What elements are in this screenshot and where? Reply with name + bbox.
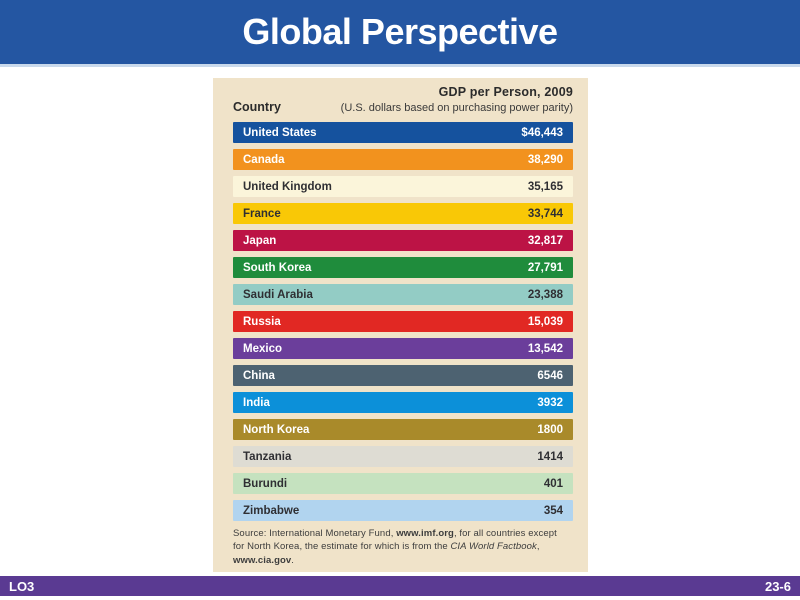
country-name: Mexico	[243, 342, 282, 355]
gdp-value: 1800	[537, 423, 563, 436]
source-note: Source: International Monetary Fund, www…	[233, 527, 569, 567]
country-rows: United States $46,443 Canada 38,290 United K…	[233, 122, 573, 521]
table-row: Canada 38,290	[233, 149, 573, 170]
page-number: 23-6	[764, 578, 791, 594]
country-name: Saudi Arabia	[243, 288, 313, 301]
gdp-value: 38,290	[527, 153, 563, 166]
source-text-segment: CIA World Factbook	[450, 541, 537, 553]
country-name: United Kingdom	[243, 180, 332, 193]
country-name: Tanzania	[243, 450, 292, 463]
source-text-segment: www.imf.org	[396, 528, 454, 539]
gdp-value: 32,817	[527, 234, 563, 247]
country-name: India	[243, 396, 270, 409]
source-text-segment: ,	[536, 541, 540, 553]
table-row: China 6546	[233, 365, 573, 386]
country-name: France	[243, 207, 281, 220]
figure-subheader: Country (U.S. dollars based on purchasin…	[233, 100, 573, 114]
gdp-value: 35,165	[527, 180, 563, 193]
source-text-segment: Source: International Monetary Fund,	[233, 528, 397, 539]
source-text-segment: , for all countries except for North Kor…	[233, 528, 557, 553]
country-name: Canada	[243, 153, 285, 166]
table-row: North Korea 1800	[233, 419, 573, 440]
gdp-value: 23,388	[527, 288, 563, 301]
source-text-segment: www.cia.gov	[233, 554, 292, 566]
slide-header: Global Perspective	[0, 0, 800, 67]
gdp-value: 401	[543, 477, 563, 490]
table-row: United States $46,443	[233, 122, 573, 143]
country-name: Zimbabwe	[243, 504, 300, 517]
table-row: Burundi 401	[233, 473, 573, 494]
gdp-value: 1414	[537, 450, 563, 463]
table-row: South Korea 27,791	[233, 257, 573, 278]
slide-footer: LO3 23-6	[0, 576, 800, 596]
source-text-segment: .	[291, 554, 295, 566]
table-row: Russia 15,039	[233, 311, 573, 332]
country-name: Japan	[243, 234, 277, 247]
country-name: South Korea	[243, 261, 312, 274]
figure-title: GDP per Person, 2009	[438, 85, 573, 99]
figure-subtitle: (U.S. dollars based on purchasing power …	[340, 102, 573, 114]
slide-title: Global Perspective	[242, 11, 558, 52]
table-row: Tanzania 1414	[233, 446, 573, 467]
country-name: Russia	[243, 315, 281, 328]
gdp-value: 3932	[537, 396, 563, 409]
gdp-value: 6546	[537, 369, 563, 382]
gdp-value: 27,791	[527, 261, 563, 274]
gdp-value: 13,542	[527, 342, 563, 355]
gdp-value: 15,039	[527, 315, 563, 328]
gdp-value: 33,744	[527, 207, 563, 220]
country-name: United States	[243, 126, 317, 139]
table-row: France 33,744	[233, 203, 573, 224]
country-name: China	[243, 369, 275, 382]
gdp-table-panel: GDP per Person, 2009 Country (U.S. dolla…	[213, 78, 588, 572]
gdp-value: 354	[543, 504, 563, 517]
table-row: India 3932	[233, 392, 573, 413]
table-row: Zimbabwe 354	[233, 500, 573, 521]
table-row: United Kingdom 35,165	[233, 176, 573, 197]
country-column-header: Country	[233, 100, 281, 114]
country-name: Burundi	[243, 477, 288, 490]
table-row: Saudi Arabia 23,388	[233, 284, 573, 305]
lo-label: LO3	[9, 578, 35, 594]
country-name: North Korea	[243, 423, 310, 436]
gdp-value: $46,443	[521, 126, 563, 139]
table-row: Japan 32,817	[233, 230, 573, 251]
table-row: Mexico 13,542	[233, 338, 573, 359]
